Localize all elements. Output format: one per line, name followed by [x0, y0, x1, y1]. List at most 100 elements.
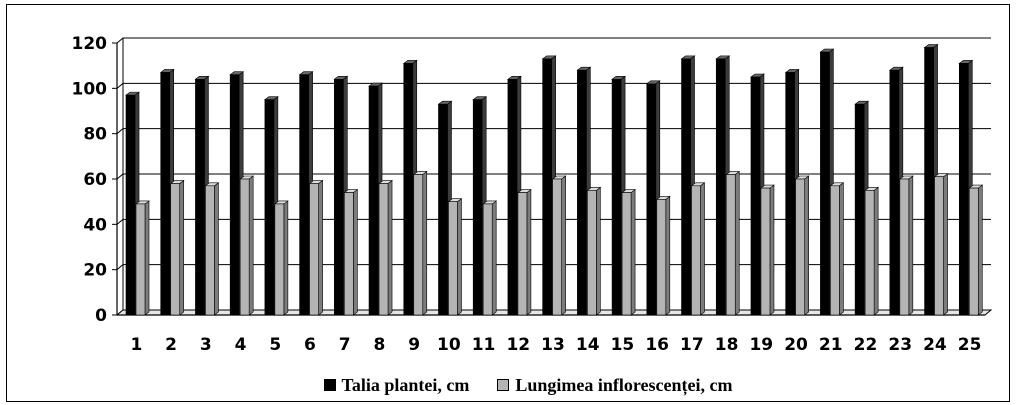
bar-talia-front: [854, 103, 865, 316]
bar-talia-front: [750, 76, 761, 316]
bar-lungimea: [517, 189, 532, 316]
x-tick-label: 4: [235, 335, 247, 355]
x-tick-label: 5: [269, 335, 281, 355]
bar-lungimea-side: [769, 184, 775, 316]
bar-lungimea-front: [725, 174, 736, 316]
bar-talia-front: [229, 74, 240, 316]
bar-lungimea-front: [968, 187, 979, 316]
bar-lungimea-side: [943, 173, 948, 316]
bar-talia-front: [264, 99, 275, 316]
bar-talia-front: [195, 78, 205, 316]
bar-lungimea: [725, 170, 741, 316]
chart-frame: 0 20 40 60 80 100 120 1 2 3 4 5 6 7 8 9 10 11 12 13 14 15 16 17…: [6, 4, 1010, 402]
bar-lungimea: [968, 184, 984, 316]
bar-lungimea-side: [804, 175, 809, 316]
gridline: [116, 37, 991, 44]
y-tick-label: 0: [95, 306, 107, 326]
bar-lungimea-front: [691, 185, 701, 316]
legend: Talia plantei, cm Lungimea inflorescențe…: [245, 371, 811, 399]
bar-lungimea-side: [353, 189, 358, 316]
bar-lungimea: [586, 186, 602, 316]
bar-lungimea-side: [214, 182, 219, 316]
bar-talia-front: [611, 78, 622, 316]
bar-lungimea: [239, 175, 255, 316]
bar-lungimea-front: [482, 203, 493, 316]
legend-item-lungimea: Lungimea inflorescenței, cm: [497, 374, 733, 396]
bar-lungimea-side: [144, 200, 150, 316]
x-tick-label: 11: [472, 335, 496, 355]
bar-lungimea-side: [839, 182, 844, 316]
x-tick-label: 25: [958, 335, 982, 355]
bar-lungimea-front: [899, 178, 910, 316]
bar-lungimea: [621, 189, 636, 316]
y-tick-label: 40: [83, 215, 107, 235]
bar-lungimea-front: [205, 185, 215, 316]
bar-lungimea-front: [239, 178, 250, 316]
bar-lungimea: [378, 179, 393, 316]
y-tick-label: 20: [83, 261, 107, 281]
bar-lungimea-front: [656, 199, 667, 316]
legend-label-lungimea: Lungimea inflorescenței, cm: [515, 374, 733, 395]
bar-talia-front: [924, 47, 934, 316]
bar-lungimea-front: [170, 183, 181, 316]
legend-item-talia: Talia plantei, cm: [323, 375, 469, 396]
bar-talia-front: [785, 72, 795, 316]
y-tick-label: 100: [72, 79, 108, 99]
bar-lungimea: [135, 200, 150, 316]
bar-lungimea-side: [457, 198, 462, 316]
bar-lungimea: [204, 182, 220, 316]
x-tick-label: 20: [784, 335, 808, 355]
bar-lungimea-front: [795, 178, 805, 316]
bar-lungimea-side: [561, 175, 566, 316]
x-tick-label: 3: [200, 335, 212, 355]
x-tick-label: 16: [645, 335, 669, 355]
x-tick-label: 22: [854, 335, 878, 355]
bar-talia-front: [438, 103, 448, 316]
bar-talia-front: [889, 69, 900, 316]
bar-lungimea-front: [378, 183, 389, 316]
x-tick-label: 23: [888, 335, 912, 355]
bar-lungimea: [308, 179, 324, 316]
bar-lungimea-side: [700, 182, 705, 316]
x-tick-label: 6: [304, 335, 316, 355]
x-tick-label: 2: [165, 335, 177, 355]
bar-talia-front: [334, 78, 344, 316]
bar-lungimea-side: [665, 195, 671, 316]
bar-lungimea: [829, 182, 845, 316]
bar-talia-front: [125, 94, 136, 316]
bar-lungimea-front: [552, 178, 562, 316]
x-tick-label: 21: [819, 335, 843, 355]
y-tick-label: 80: [83, 125, 107, 145]
y-tick-label: 60: [83, 170, 107, 190]
x-tick-label: 24: [923, 335, 947, 355]
bar-lungimea-front: [587, 190, 597, 316]
x-tick-label: 14: [576, 335, 600, 355]
x-tick-label: 17: [680, 335, 704, 355]
bar-lungimea-front: [830, 185, 840, 316]
bar-lungimea: [447, 198, 463, 316]
x-tick-label: 18: [715, 335, 739, 355]
bar-lungimea-side: [596, 186, 601, 316]
x-tick-label: 19: [749, 335, 773, 355]
bar-lungimea: [482, 200, 498, 316]
bar-talia-front: [507, 78, 518, 316]
x-tick-label: 7: [339, 335, 351, 355]
bar-talia-front: [299, 74, 309, 316]
bar-lungimea-front: [135, 203, 146, 316]
bar-lungimea-front: [344, 192, 354, 316]
bar-lungimea: [655, 195, 671, 316]
bar-lungimea-side: [387, 179, 393, 316]
bar-lungimea: [412, 170, 428, 316]
bar-talia-front: [542, 58, 552, 316]
bar-lungimea-front: [864, 190, 875, 316]
x-tick-label: 1: [130, 335, 142, 355]
bar-lungimea-side: [179, 179, 185, 316]
bar-talia-front: [715, 58, 726, 316]
legend-swatch-lungimea: [497, 379, 510, 391]
bar-lungimea-side: [283, 200, 289, 316]
x-tick-label: 13: [541, 335, 565, 355]
bar-lungimea-front: [621, 192, 632, 316]
bar-talia-front: [646, 83, 657, 316]
